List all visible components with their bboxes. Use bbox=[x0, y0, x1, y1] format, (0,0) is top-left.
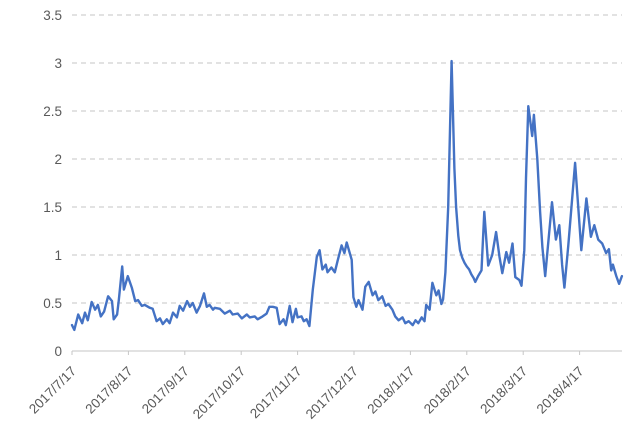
x-axis-tick-label: 2018/3/17 bbox=[477, 364, 530, 417]
x-axis-tick-label: 2018/1/17 bbox=[364, 364, 417, 417]
y-axis-tick-label: 3 bbox=[54, 56, 62, 71]
y-axis-tick-label: 3.5 bbox=[43, 8, 62, 23]
y-axis-tick-label: 1.5 bbox=[43, 200, 62, 215]
x-axis-tick-label: 2017/9/17 bbox=[139, 364, 192, 417]
x-axis-tick-label: 2017/7/17 bbox=[26, 364, 79, 417]
y-axis-tick-label: 2 bbox=[54, 152, 62, 167]
x-axis-tick-label: 2018/2/17 bbox=[421, 364, 474, 417]
y-axis-tick-label: 2.5 bbox=[43, 104, 62, 119]
y-axis-tick-label: 0 bbox=[54, 344, 62, 359]
x-axis-tick-label: 2018/4/17 bbox=[534, 364, 587, 417]
x-axis-tick-label: 2017/11/17 bbox=[247, 364, 305, 422]
x-axis-tick-label: 2017/10/17 bbox=[190, 364, 248, 422]
x-axis-tick-label: 2017/8/17 bbox=[82, 364, 135, 417]
series-line bbox=[70, 59, 624, 332]
y-axis-tick-label: 0.5 bbox=[43, 296, 62, 311]
y-axis-tick-label: 1 bbox=[54, 248, 62, 263]
x-axis-tick-label: 2017/12/17 bbox=[303, 364, 361, 422]
